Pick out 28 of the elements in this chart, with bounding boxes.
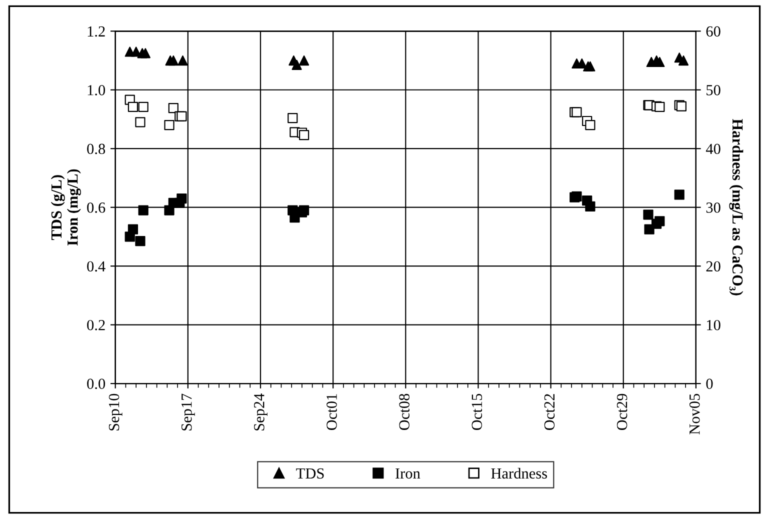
x-tick-label: Oct01: [326, 394, 337, 430]
x-tick-label: Oct22: [544, 394, 555, 430]
x-tick-label: Sep10: [108, 394, 122, 430]
y-tick-label: 0.6: [87, 202, 106, 213]
y2-tick-label: 60: [706, 26, 720, 37]
x-tick-label: Oct15: [472, 394, 482, 430]
legend-label: Hardness: [491, 468, 547, 479]
y-tick-label: 0.0: [87, 378, 106, 390]
y-tick-label: 1.0: [88, 85, 106, 96]
y2-axis-title: Hardness (mg/L as CaCO₃): [729, 118, 744, 296]
y-tick-label: 0.2: [87, 320, 105, 330]
x-tick-label: Nov05: [689, 394, 700, 434]
y2-tick-label: 0: [706, 378, 713, 389]
x-tick-label: Sep17: [181, 394, 195, 430]
y-tick-label: 0.8: [87, 144, 106, 154]
y2-tick-label: 20: [706, 261, 720, 272]
y2-tick-label: 30: [706, 202, 720, 213]
legend-label: Iron: [396, 468, 420, 479]
legend-label: TDS: [296, 468, 324, 479]
y2-tick-label: 40: [706, 144, 720, 154]
x-tick-label: Sep24: [254, 394, 268, 430]
y2-tick-label: 50: [706, 85, 720, 96]
x-tick-label: Oct29: [616, 394, 628, 430]
y-axis-title: TDS (g/L) Iron (mg/L): [50, 169, 81, 246]
x-tick-label: Oct08: [399, 394, 410, 430]
y2-tick-label: 10: [707, 320, 720, 330]
y-tick-label: 0.4: [87, 261, 106, 272]
y-tick-label: 1.2: [88, 26, 105, 37]
